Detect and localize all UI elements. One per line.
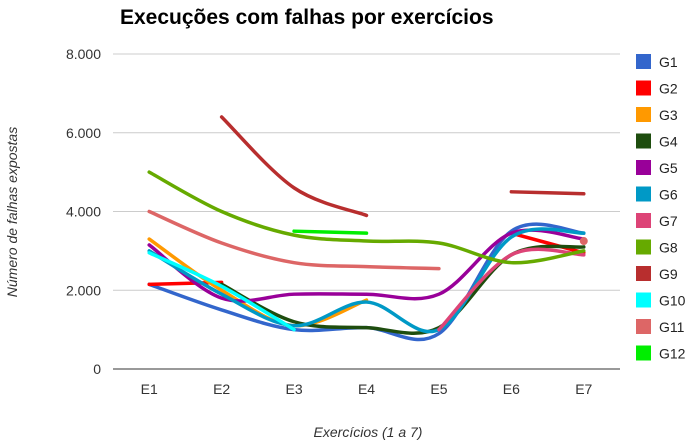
series-g11 xyxy=(147,209,588,271)
legend-item-g8[interactable]: G8 xyxy=(636,239,678,256)
legend-item-g2[interactable]: G2 xyxy=(636,80,678,97)
legend-label: G3 xyxy=(659,107,678,123)
x-axis-title: Exercícios (1 a 7) xyxy=(314,424,423,440)
legend-label: G7 xyxy=(659,213,678,229)
legend-swatch xyxy=(636,292,651,308)
series-line xyxy=(147,209,441,271)
legend-item-g5[interactable]: G5 xyxy=(636,160,678,176)
legend-swatch xyxy=(636,266,651,281)
series-g10 xyxy=(147,251,296,332)
legend-label: G11 xyxy=(659,319,685,335)
legend-item-g10[interactable]: G10 xyxy=(636,292,686,309)
legend-swatch xyxy=(636,319,651,334)
x-tick-label: E6 xyxy=(503,381,520,397)
y-axis-title: Número de falhas expostas xyxy=(4,127,20,297)
legend-item-g7[interactable]: G7 xyxy=(636,213,678,229)
x-tick-label: E1 xyxy=(141,381,158,397)
legend-item-g9[interactable]: G9 xyxy=(636,266,678,282)
legend-swatch xyxy=(636,213,651,228)
series-line xyxy=(292,229,369,235)
legend-label: G8 xyxy=(659,240,678,256)
legend-swatch xyxy=(636,80,651,96)
legend-label: G2 xyxy=(659,81,678,97)
legend-label: G4 xyxy=(659,134,678,150)
legend: G1 G2 G3 G4 G5 G6 G7 G8 G9 G10 G11 G12 xyxy=(636,54,686,362)
series-g5 xyxy=(147,228,586,303)
legend-label: G9 xyxy=(659,266,678,282)
x-tick-label: E2 xyxy=(213,381,230,397)
y-tick-label: 2.000 xyxy=(66,282,101,298)
y-tick-label: 8.000 xyxy=(66,46,101,62)
legend-swatch xyxy=(636,133,651,149)
series-line xyxy=(437,247,586,332)
x-tick-label: E7 xyxy=(575,381,592,397)
legend-label: G10 xyxy=(659,293,686,309)
legend-swatch xyxy=(636,107,651,122)
axes: 0 2.000 4.000 6.000 8.000 E1 E2 E3 E4 E5 E6 E7 xyxy=(66,46,620,397)
legend-swatch xyxy=(636,345,651,361)
x-tick-label: E3 xyxy=(286,381,303,397)
legend-item-g1[interactable]: G1 xyxy=(636,54,678,70)
y-tick-label: 4.000 xyxy=(66,204,101,220)
series-g6 xyxy=(147,227,586,334)
series-g8 xyxy=(147,170,586,265)
legend-swatch xyxy=(636,54,651,69)
legend-item-g11[interactable]: G11 xyxy=(636,319,685,335)
series-line xyxy=(509,190,586,196)
chart-title: Execuções com falhas por exercícios xyxy=(120,6,494,29)
x-tick-label: E4 xyxy=(358,381,375,397)
x-tick-label: E5 xyxy=(430,381,447,397)
legend-label: G1 xyxy=(659,54,678,70)
y-tick-label: 6.000 xyxy=(66,125,101,141)
gridlines xyxy=(113,53,620,291)
legend-swatch xyxy=(636,160,651,175)
series-line xyxy=(147,227,586,334)
legend-label: G12 xyxy=(659,346,686,362)
series-line xyxy=(147,251,296,332)
legend-item-g12[interactable]: G12 xyxy=(636,345,686,362)
legend-swatch xyxy=(636,186,651,202)
series-line xyxy=(147,228,586,303)
series-g7 xyxy=(437,247,586,332)
legend-item-g6[interactable]: G6 xyxy=(636,186,678,203)
series-line xyxy=(219,115,369,218)
series-line xyxy=(147,170,586,265)
series-g9 xyxy=(219,115,586,218)
legend-item-g4[interactable]: G4 xyxy=(636,133,678,150)
legend-label: G6 xyxy=(659,187,678,203)
y-tick-label: 0 xyxy=(93,361,101,377)
series-point xyxy=(579,237,588,246)
legend-item-g3[interactable]: G3 xyxy=(636,107,678,123)
legend-swatch xyxy=(636,239,651,255)
series-g12 xyxy=(292,229,369,235)
legend-label: G5 xyxy=(659,160,678,176)
series-lines xyxy=(147,115,588,342)
